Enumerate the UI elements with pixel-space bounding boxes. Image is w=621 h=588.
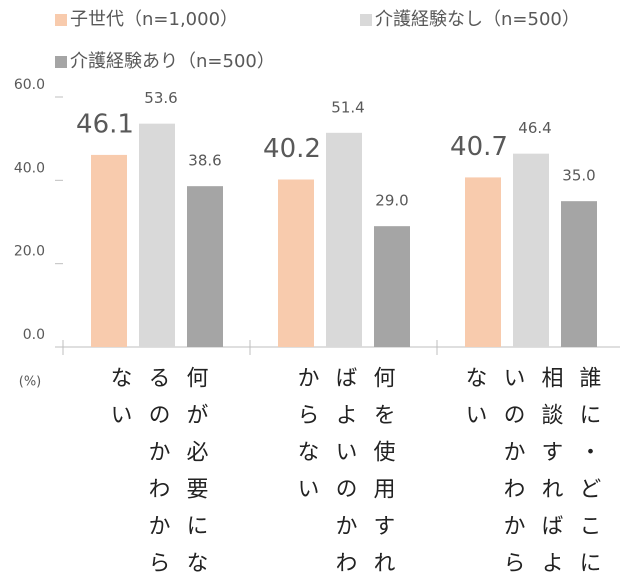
bar — [187, 186, 223, 347]
legend-swatch — [55, 56, 67, 68]
legend-swatch — [55, 14, 67, 26]
bar — [561, 201, 597, 347]
y-tick-label: 60.0 — [14, 77, 45, 93]
bar — [513, 153, 549, 347]
y-axis-label: (%) — [19, 375, 42, 390]
x-tick-label: 何を使用すればよいのかわからない — [293, 366, 395, 588]
data-label: 40.7 — [450, 132, 508, 162]
bar — [465, 177, 501, 347]
y-tick-label: 40.0 — [14, 160, 45, 176]
bar — [326, 132, 362, 347]
bar — [278, 179, 314, 347]
bar — [139, 123, 175, 348]
legend-swatch — [360, 14, 372, 26]
data-label: 53.6 — [144, 89, 177, 107]
legend-label: 介護経験あり（n=500） — [70, 51, 275, 72]
legend-label: 子世代（n=1,000） — [70, 9, 238, 30]
data-label: 51.4 — [331, 98, 364, 116]
data-label: 35.0 — [562, 167, 595, 185]
y-tick-label: 0.0 — [23, 327, 45, 343]
data-label: 29.0 — [375, 192, 408, 210]
y-tick-label: 20.0 — [14, 244, 45, 260]
data-label: 38.6 — [188, 152, 221, 170]
bar — [374, 226, 410, 347]
x-tick-label: 誰に・どこに相談すればよいのかわからない — [461, 366, 601, 588]
bar — [91, 154, 127, 347]
data-label: 46.4 — [518, 119, 551, 137]
data-label: 40.2 — [263, 134, 321, 164]
x-tick-label: 何が必要になるのかわからない — [106, 366, 208, 588]
legend-label: 介護経験なし（n=500） — [375, 9, 580, 30]
data-label: 46.1 — [76, 109, 134, 139]
